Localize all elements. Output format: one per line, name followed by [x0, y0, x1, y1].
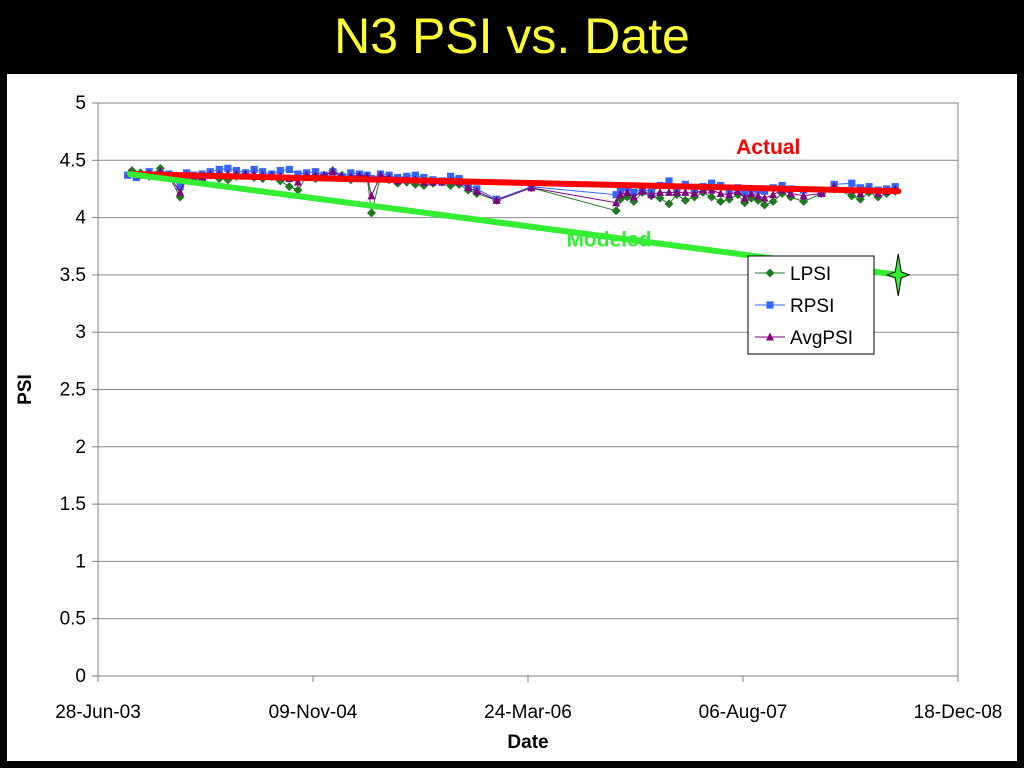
y-axis-ticks: 0 0.5 1 1.5 2 2.5 3 3.5 4 4.5 5 — [60, 93, 98, 687]
slide-title: N3 PSI vs. Date — [334, 8, 690, 64]
x-axis-title: Date — [507, 732, 548, 753]
rpsi-point — [612, 191, 620, 199]
lpsi-point — [664, 199, 674, 209]
rpsi-point — [176, 183, 184, 191]
x-tick-label: 06-Aug-07 — [699, 702, 788, 723]
avgpsi-point — [760, 193, 769, 202]
y-tick-label: 2 — [75, 437, 86, 458]
legend-label: RPSI — [790, 296, 834, 317]
rpsi-point — [215, 165, 223, 174]
rpsi-point — [411, 171, 419, 179]
lpsi-point — [293, 185, 303, 195]
legend-swatch-marker — [765, 268, 775, 278]
y-tick-label: 0.5 — [60, 609, 86, 630]
actual-label: Actual — [736, 136, 800, 159]
y-tick-label: 2.5 — [60, 380, 86, 401]
lpsi-point — [740, 198, 750, 208]
rpsi-point — [420, 173, 428, 182]
avgpsi-point — [527, 183, 536, 192]
y-tick-label: 3.5 — [60, 265, 86, 286]
lpsi-point — [680, 195, 690, 205]
avgpsi-point — [656, 187, 665, 196]
avgpsi-point — [716, 189, 725, 198]
legend-swatch-marker — [766, 301, 774, 309]
x-tick-label: 28-Jun-03 — [55, 702, 141, 723]
avgpsi-point — [665, 187, 674, 196]
grid-lines — [98, 159, 958, 620]
psi-chart: 0 0.5 1 1.5 2 2.5 3 3.5 4 4.5 5 28-Jun-03 09-Nov-04… — [15, 93, 1002, 753]
avgpsi-point — [623, 187, 632, 196]
y-tick-label: 1.5 — [60, 494, 86, 515]
lpsi-point — [284, 182, 294, 192]
avgpsi-point — [464, 183, 473, 192]
x-axis-ticks: 28-Jun-03 09-Nov-04 24-Mar-06 06-Aug-07 18-D… — [55, 676, 1002, 723]
avgpsi-point — [672, 187, 681, 196]
x-tick-label: 24-Mar-06 — [484, 702, 572, 723]
legend-item-avgpsi: AvgPSI — [755, 328, 853, 349]
x-tick-label: 09-Nov-04 — [269, 702, 358, 723]
modeled-label: Modeled — [566, 229, 651, 252]
x-tick-label: 18-Dec-08 — [914, 702, 1003, 723]
avgpsi-point — [690, 189, 699, 198]
lpsi-point — [716, 197, 726, 207]
modeled-end-star — [885, 253, 911, 296]
avgpsi-point — [740, 193, 749, 202]
avgpsi-point — [747, 189, 756, 198]
chart-panel: 0 0.5 1 1.5 2 2.5 3 3.5 4 4.5 5 28-Jun-03 09-Nov-04… — [7, 74, 1017, 761]
legend-label: LPSI — [790, 264, 831, 285]
actual-trend-line — [126, 171, 902, 195]
avgpsi-point — [769, 190, 778, 199]
rpsi-point — [630, 188, 638, 196]
y-tick-label: 5 — [75, 93, 86, 114]
lpsi-point — [768, 197, 778, 207]
avgpsi-point — [638, 186, 647, 195]
y-axis-title: PSI — [15, 374, 36, 405]
legend-item-lpsi: LPSI — [755, 264, 831, 285]
avgpsi-point — [647, 190, 656, 199]
rpsi-point — [294, 170, 302, 178]
legend-item-rpsi: RPSI — [755, 296, 834, 317]
rpsi-point — [447, 172, 455, 180]
rpsi-point — [778, 181, 786, 190]
avgpsi-point — [725, 190, 734, 199]
avgpsi-point — [733, 186, 742, 195]
avgpsi-point — [367, 191, 376, 200]
y-tick-label: 4.5 — [60, 150, 86, 171]
lpsi-point — [446, 181, 456, 191]
y-tick-label: 0 — [75, 666, 86, 687]
rpsi-point — [665, 177, 673, 185]
rpsi-point — [224, 164, 232, 172]
avgpsi-point — [472, 186, 481, 195]
avgpsi-point — [786, 189, 795, 198]
rpsi-point — [741, 188, 749, 196]
avgpsi-point — [754, 191, 763, 200]
avgpsi-point — [612, 198, 621, 207]
rpsi-point — [848, 179, 856, 187]
avgpsi-point — [492, 195, 501, 204]
y-tick-label: 4 — [75, 208, 86, 229]
lpsi-point — [760, 200, 769, 210]
legend-swatch-marker — [766, 332, 774, 341]
chart-legend: LPSI RPSI AvgPSI — [747, 255, 875, 355]
y-tick-label: 1 — [75, 551, 86, 572]
rpsi-point — [616, 186, 625, 194]
y-tick-label: 3 — [75, 322, 86, 343]
rpsi-point — [285, 165, 293, 174]
avgpsi-point — [817, 189, 826, 198]
avgpsi-point — [616, 190, 625, 199]
avgpsi-point — [293, 177, 302, 186]
lpsi-point — [611, 206, 621, 216]
rpsi-point — [250, 165, 258, 174]
rpsi-point — [276, 167, 284, 175]
lpsi-point — [366, 208, 376, 218]
rpsi-point — [708, 179, 716, 187]
lpsi-point — [847, 191, 857, 201]
avgpsi-point — [629, 192, 638, 201]
avgpsi-point — [681, 187, 690, 196]
avgpsi-point — [328, 167, 337, 176]
legend-label: AvgPSI — [790, 328, 853, 349]
avgpsi-point — [176, 187, 185, 196]
avgpsi-point — [799, 191, 808, 200]
lpsi-point — [707, 192, 717, 202]
